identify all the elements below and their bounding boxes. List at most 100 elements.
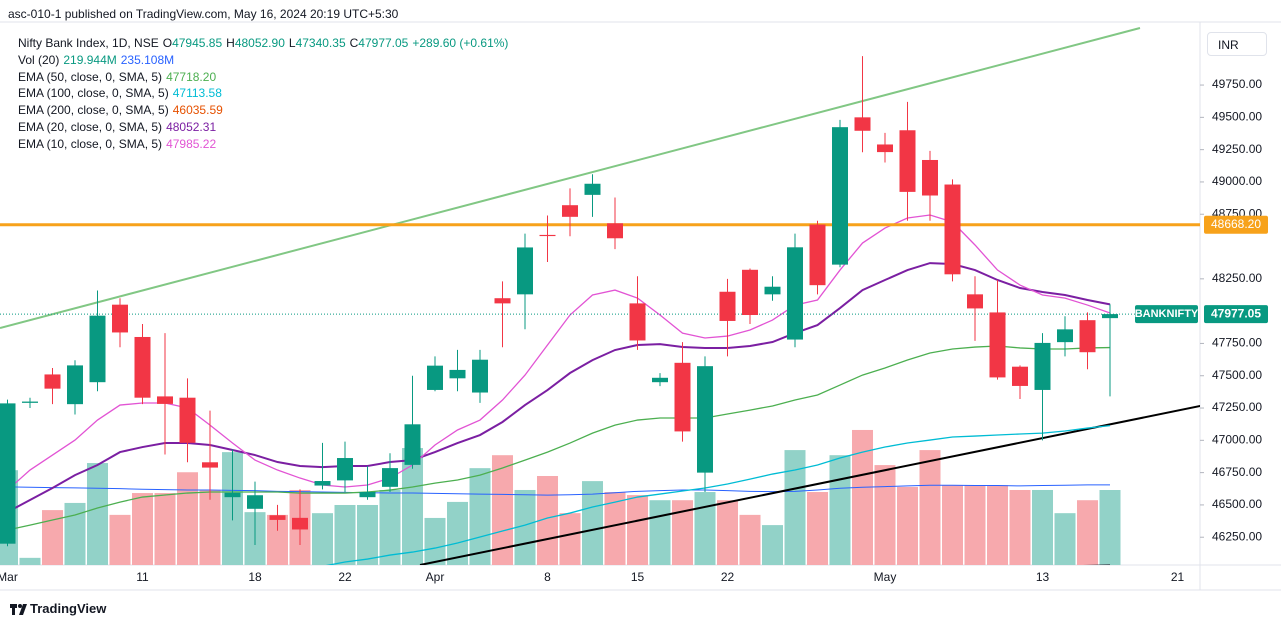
volume-bar [874, 465, 896, 565]
candle-body [1102, 314, 1118, 319]
volume-bar [559, 513, 581, 565]
y-tick-label: 46500.00 [1212, 497, 1262, 511]
x-tick-label: 21 [1171, 570, 1185, 584]
volume-bar [852, 429, 873, 565]
candle-body [989, 312, 1006, 378]
volume-bar [402, 448, 423, 565]
y-tick-label: 47000.00 [1212, 433, 1262, 447]
change: +289.60 (+0.61%) [412, 36, 509, 50]
candle-body [607, 223, 623, 239]
series-value: 47113.58 [172, 86, 222, 101]
volume-bar [334, 504, 356, 565]
symbol-label: BANKNIFTY [1135, 308, 1199, 320]
candle-body [562, 205, 578, 217]
ema-line [325, 425, 1111, 565]
y-tick-label: 46750.00 [1212, 465, 1262, 479]
y-tick-label: 47750.00 [1212, 336, 1262, 350]
x-tick-label: 18 [248, 570, 262, 584]
candle-body [112, 304, 128, 333]
volume-bar [19, 557, 41, 565]
volume-bar [1009, 489, 1031, 565]
volume-bar [1032, 489, 1053, 565]
candle-body [224, 492, 241, 498]
series-value: 48052.31 [166, 119, 217, 134]
logo-shape [19, 604, 27, 615]
x-tick-label: 13 [1036, 570, 1050, 584]
series-name: EMA (100, close, 0, SMA, 5) [18, 86, 169, 101]
x-tick-label: 11 [136, 570, 149, 584]
price-badge [1204, 305, 1268, 324]
candle-body [0, 403, 16, 544]
legend-row: Nifty Bank Index, 1D, NSE O47945.85 H48052… [18, 35, 512, 52]
candle-body [314, 481, 331, 486]
legend-row: EMA (10, close, 0, SMA, 5) 47985.22 [18, 136, 512, 153]
volume-bar [469, 468, 491, 565]
volume-bar [649, 500, 671, 565]
volume-bar [132, 493, 153, 565]
volume-bar [1077, 500, 1098, 565]
candle-body [1079, 320, 1096, 353]
legend-row: EMA (50, close, 0, SMA, 5) 47718.20 [18, 69, 512, 86]
candle-body [44, 374, 61, 389]
volume-bar [514, 489, 536, 565]
volume-bar [109, 514, 131, 565]
y-tick-label: 49250.00 [1212, 142, 1262, 156]
series-value: 47985.22 [166, 136, 217, 151]
volume-bar [604, 492, 626, 565]
candle-body [179, 397, 196, 443]
volume-bar [357, 504, 378, 565]
volume-value: 219.944M [63, 52, 117, 67]
candle-body [629, 303, 646, 341]
volume-bar [267, 514, 288, 565]
x-tick-label: 22 [338, 570, 352, 584]
candle-body [269, 515, 286, 520]
level-label: 48668.20 [1211, 217, 1261, 231]
series-name: EMA (200, close, 0, SMA, 5) [18, 103, 169, 118]
ohlc-label: H [226, 36, 235, 50]
symbol-badge [1135, 305, 1198, 324]
candle-pane [0, 56, 1118, 547]
volume-bar [694, 492, 716, 565]
volume-bar [627, 495, 648, 565]
candle-body [1034, 342, 1051, 390]
volume-bar [672, 500, 693, 565]
candle-body [832, 127, 848, 265]
candle-body [967, 294, 983, 309]
candle-body [247, 495, 263, 509]
volume-bar [424, 517, 446, 565]
candle-body [382, 468, 398, 487]
legend: Nifty Bank Index, 1D, NSE O47945.85 H48052… [18, 35, 512, 153]
candle-body [899, 130, 916, 192]
candle-body [787, 247, 803, 340]
candle-body [404, 424, 421, 465]
volume-bar [42, 510, 63, 565]
candle-body [742, 269, 758, 316]
candle-body [517, 247, 533, 295]
candle-body [472, 359, 488, 393]
candle-body [877, 144, 893, 153]
candle-body [89, 315, 106, 383]
logo-shape [12, 604, 15, 615]
volume-bar [582, 481, 603, 565]
volume-bar [537, 475, 558, 565]
candle-body [67, 365, 83, 405]
legend-row: Vol (20) 219.944M 235.108M [18, 52, 512, 69]
candle-body [539, 234, 556, 237]
ohlc-value: 47945.85 [172, 36, 223, 50]
legend-row: EMA (100, close, 0, SMA, 5) 47113.58 [18, 85, 512, 102]
volume-bar [717, 500, 738, 565]
volume-bar [312, 513, 333, 565]
ohlc-label: C [349, 36, 359, 50]
ohlc-label: O [162, 36, 173, 50]
x-tick-label: Mar [0, 570, 18, 584]
axes: 46250.00 46500.00 46750.00 47000.00 47250.00… [0, 77, 1268, 584]
ohlc-value: 47340.35 [295, 36, 346, 50]
volume-bar [784, 450, 806, 565]
currency-button[interactable]: INR [1207, 32, 1267, 56]
candle-body [674, 362, 691, 432]
y-tick-label: 49750.00 [1212, 77, 1262, 91]
x-tick-label: Apr [426, 570, 445, 584]
candle-body [764, 286, 781, 295]
